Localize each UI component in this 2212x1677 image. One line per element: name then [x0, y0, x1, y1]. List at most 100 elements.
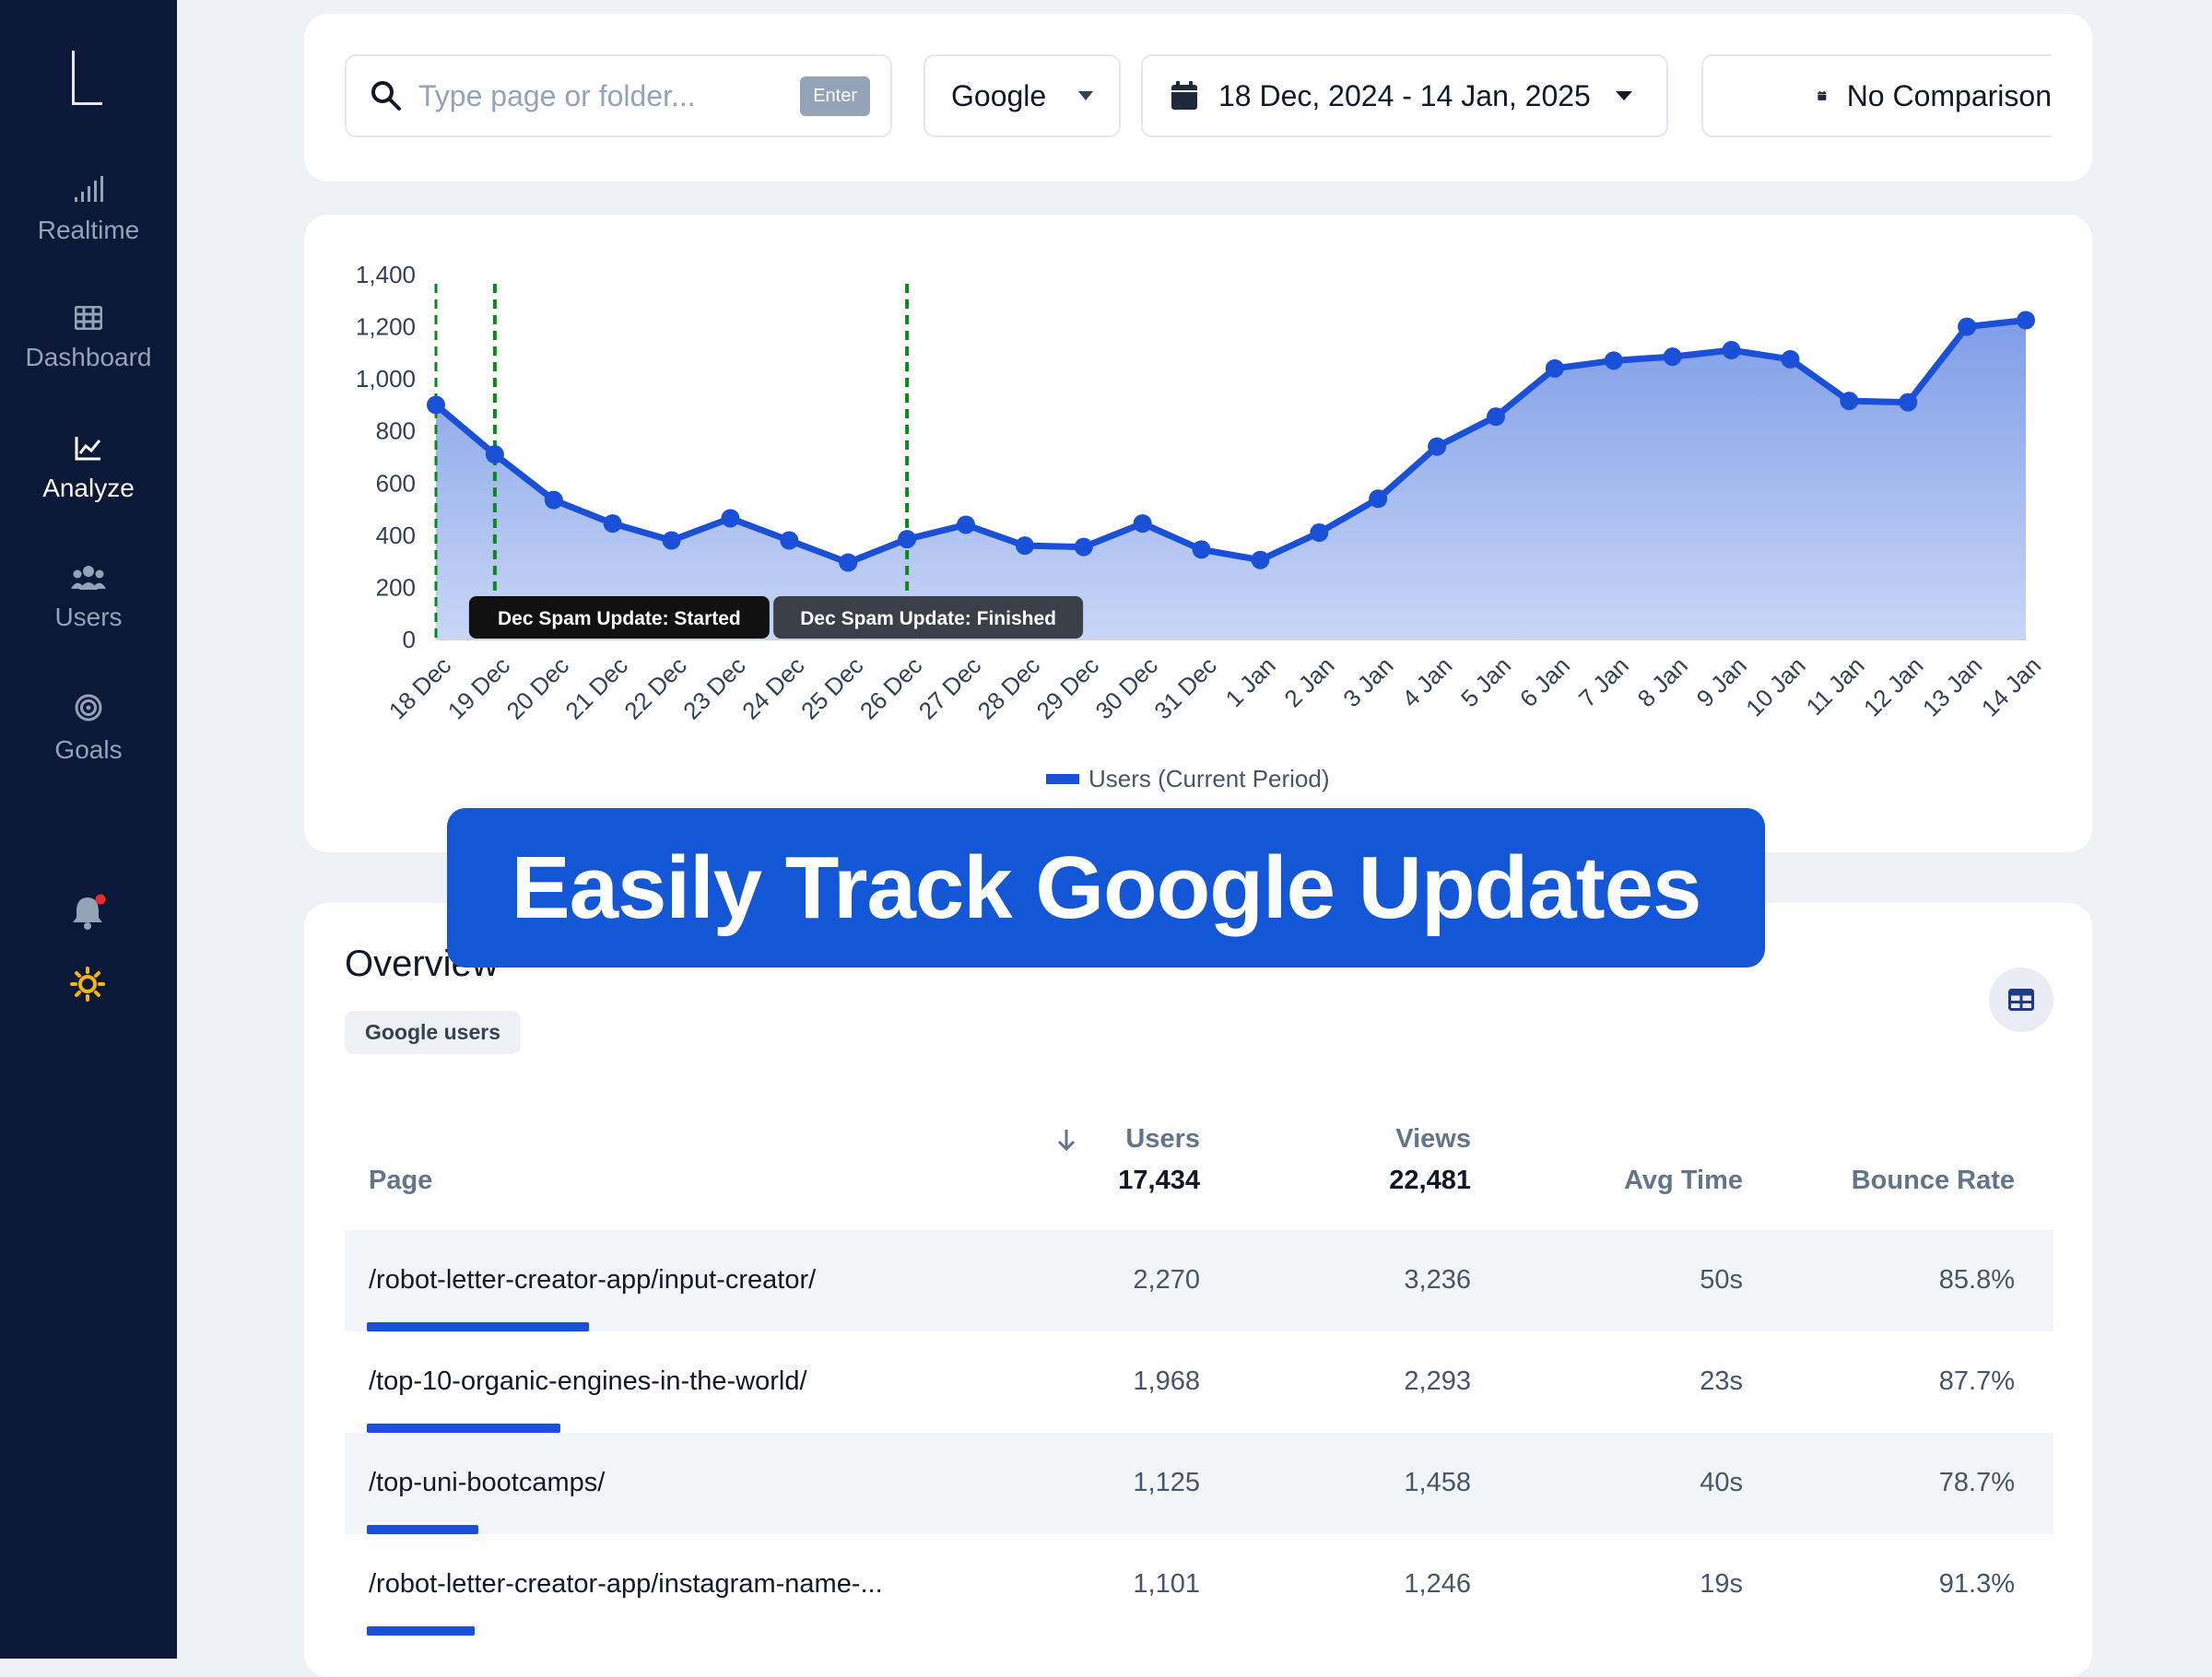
target-icon — [75, 694, 102, 721]
page-path[interactable]: /robot-letter-creator-app/input-creator/ — [369, 1265, 817, 1295]
sun-icon[interactable] — [70, 967, 105, 1002]
table-row[interactable]: /robot-letter-creator-app/instagram-name… — [345, 1534, 2053, 1636]
filter-toolbar: Type page or folder... Enter Google 18 D… — [304, 14, 2092, 182]
data-point — [957, 515, 975, 534]
sidebar: Realtime Dashboard Analyze Users — [0, 0, 177, 1659]
sidebar-item-realtime[interactable]: Realtime — [0, 175, 177, 245]
calendar-icon — [1171, 81, 1197, 110]
data-point — [1840, 392, 1859, 411]
calendar-icon — [1818, 90, 1827, 100]
x-tick-label: 21 Dec — [559, 651, 632, 724]
bounce-rate-value: 85.8% — [1938, 1265, 2015, 1295]
table-row[interactable]: /top-uni-bootcamps/ 1,125 1,458 40s 78.7… — [345, 1433, 2053, 1534]
overview-card: Overview Google users Page Users 17,434 … — [304, 903, 2092, 1677]
users-value: 1,968 — [1133, 1366, 1200, 1396]
sidebar-item-users[interactable]: Users — [0, 564, 177, 632]
bell-icon[interactable] — [66, 894, 109, 931]
column-header-bounce-rate[interactable]: Bounce Rate — [1851, 1166, 2015, 1195]
data-point — [2017, 311, 2035, 330]
column-header-users-label: Users — [1125, 1124, 1200, 1154]
bounce-rate-value: 87.7% — [1938, 1366, 2015, 1396]
search-placeholder: Type page or folder... — [418, 78, 696, 112]
views-value: 1,246 — [1404, 1569, 1471, 1599]
table-row[interactable]: /top-10-organic-engines-in-the-world/ 1,… — [345, 1331, 2053, 1433]
table-icon — [2008, 989, 2034, 1011]
sidebar-item-dashboard[interactable]: Dashboard — [0, 306, 177, 372]
bounce-rate-value: 91.3% — [1938, 1569, 2015, 1599]
data-point — [544, 490, 563, 510]
column-header-avg-time[interactable]: Avg Time — [1624, 1166, 1743, 1195]
x-tick-label: 29 Dec — [1031, 651, 1104, 724]
update-annotation-label-bg — [773, 596, 1084, 639]
y-tick-label: 1,400 — [356, 261, 416, 288]
x-tick-label: 12 Jan — [1858, 651, 1928, 721]
sidebar-item-analyze[interactable]: Analyze — [0, 435, 177, 503]
x-tick-label: 11 Jan — [1801, 651, 1870, 721]
table-view-button[interactable] — [1989, 968, 2053, 1032]
engine-value: Google — [951, 78, 1047, 112]
y-tick-label: 400 — [376, 522, 416, 549]
enter-badge: Enter — [800, 76, 870, 116]
data-point — [1781, 349, 1800, 369]
date-range-value: 18 Dec, 2024 - 14 Jan, 2025 — [1218, 78, 1591, 112]
data-point — [898, 530, 917, 549]
filter-chip[interactable]: Google users — [345, 1011, 521, 1054]
x-tick-label: 10 Jan — [1740, 651, 1810, 721]
page-path[interactable]: /top-uni-bootcamps/ — [369, 1468, 606, 1497]
app-logo — [72, 51, 102, 105]
column-header-page[interactable]: Page — [369, 1166, 433, 1195]
page-path[interactable]: /robot-letter-creator-app/instagram-name… — [369, 1569, 883, 1599]
users-chart-card: 0 200 400 600 800 1,000 1,200 1,400 18 Dec 19 De… — [304, 215, 2092, 852]
engine-select[interactable]: Google — [924, 54, 1121, 137]
page-path[interactable]: /top-10-organic-engines-in-the-world/ — [369, 1366, 807, 1396]
x-tick-label: 30 Dec — [1089, 651, 1162, 724]
sidebar-item-label: Realtime — [37, 216, 140, 244]
data-point — [839, 553, 858, 572]
update-annotation-label: Dec Spam Update: Finished — [800, 608, 1056, 629]
x-tick-label: 7 Jan — [1573, 651, 1634, 712]
signal-bars-icon — [75, 176, 103, 202]
legend-swatch — [1046, 774, 1079, 784]
users-share-bar — [367, 1525, 478, 1534]
x-tick-label: 8 Jan — [1632, 651, 1693, 712]
x-tick-label: 2 Jan — [1278, 651, 1339, 712]
sidebar-item-goals[interactable]: Goals — [0, 693, 177, 765]
comparison-picker[interactable]: No Comparison — [1701, 54, 2052, 137]
data-point — [1133, 514, 1152, 534]
data-point — [1310, 523, 1329, 543]
y-tick-label: 200 — [376, 573, 416, 601]
x-tick-label: 14 Jan — [1976, 651, 2046, 721]
x-tick-label: 31 Dec — [1148, 651, 1221, 724]
search-input[interactable]: Type page or folder... Enter — [345, 54, 892, 137]
y-tick-label: 600 — [376, 469, 416, 497]
avg-time-value: 40s — [1700, 1468, 1743, 1497]
chevron-down-icon — [1078, 91, 1094, 100]
x-tick-label: 19 Dec — [442, 651, 515, 724]
comparison-value: No Comparison — [1846, 78, 2052, 112]
column-header-views[interactable]: Views — [1395, 1124, 1471, 1154]
sidebar-item-label: Goals — [54, 735, 123, 764]
table-row[interactable]: /robot-letter-creator-app/input-creator/… — [345, 1230, 2053, 1331]
y-tick-label: 1,000 — [356, 365, 416, 393]
x-tick-label: 3 Jan — [1337, 651, 1398, 712]
data-point — [1899, 393, 1918, 412]
data-point — [1074, 537, 1093, 557]
views-total: 22,481 — [1389, 1166, 1471, 1195]
legend-label: Users (Current Period) — [1088, 765, 1330, 792]
x-tick-label: 1 Jan — [1219, 651, 1280, 712]
data-point — [1251, 550, 1270, 569]
data-point — [1958, 317, 1977, 336]
bounce-rate-value: 78.7% — [1938, 1468, 2015, 1497]
column-header-users[interactable]: Users — [1057, 1124, 1200, 1155]
date-range-picker[interactable]: 18 Dec, 2024 - 14 Jan, 2025 — [1141, 54, 1668, 137]
users-share-bar — [367, 1322, 590, 1331]
x-tick-label: 23 Dec — [677, 651, 750, 724]
x-tick-label: 22 Dec — [618, 651, 691, 724]
y-tick-label: 0 — [403, 626, 416, 653]
data-point — [485, 445, 504, 464]
x-tick-label: 18 Dec — [383, 651, 456, 724]
y-tick-label: 800 — [376, 417, 416, 445]
avg-time-value: 23s — [1700, 1366, 1743, 1396]
update-annotation-label-bg — [468, 596, 770, 639]
